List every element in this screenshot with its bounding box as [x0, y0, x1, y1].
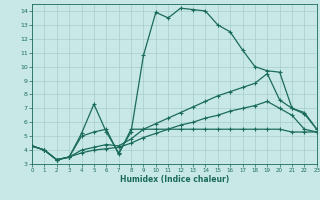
- X-axis label: Humidex (Indice chaleur): Humidex (Indice chaleur): [120, 175, 229, 184]
